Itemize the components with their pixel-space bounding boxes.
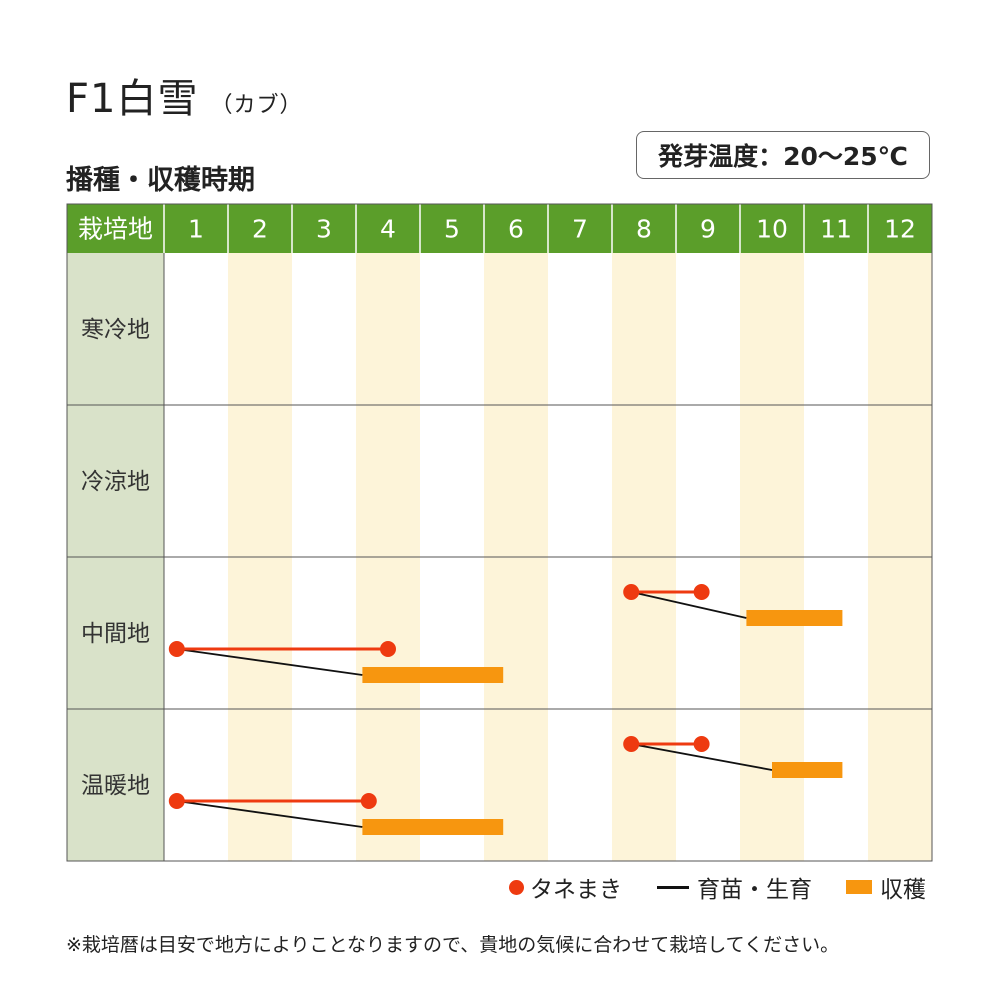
growing-line	[176, 800, 363, 828]
month-tick-label: 6	[508, 215, 524, 244]
legend-harvest-label: 収穫	[880, 877, 926, 903]
section-title: 播種・収穫時期	[66, 165, 255, 196]
footnote: ※栽培暦は目安で地方によりことなりますので、貴地の気候に合わせて栽培してください…	[66, 934, 840, 956]
header-label: 栽培地	[78, 215, 153, 244]
month-tick-label: 9	[700, 215, 716, 244]
harvest-bar	[362, 819, 504, 835]
month-tick-label: 4	[380, 215, 396, 244]
region-cell	[67, 557, 164, 709]
legend-growing-label: 育苗・生育	[697, 877, 812, 903]
chart-border	[66, 203, 933, 862]
title-sub: （カブ）	[210, 93, 303, 118]
month-tick-label: 8	[636, 215, 652, 244]
region-label: 寒冷地	[81, 317, 150, 343]
region-label: 温暖地	[81, 773, 150, 799]
region-cell	[67, 405, 164, 557]
harvest-bar-icon	[846, 880, 872, 894]
growing-line-icon	[657, 885, 689, 889]
region-cell	[67, 253, 164, 405]
sowing-start-dot	[168, 641, 185, 657]
growing-line	[631, 591, 747, 619]
sowing-end-dot	[693, 736, 710, 752]
growing-line	[176, 648, 363, 676]
month-tick-label: 11	[820, 215, 852, 244]
sowing-end-dot	[380, 641, 396, 657]
growing-line	[631, 743, 773, 771]
legend-sowing-label: タネまき	[530, 877, 622, 903]
legend: タネまき 育苗・生育 収穫	[0, 870, 1000, 904]
harvest-bar	[362, 667, 504, 683]
month-tick-label: 2	[252, 215, 268, 244]
legend-growing: 育苗・生育	[657, 870, 812, 904]
month-tick-label: 5	[444, 215, 460, 244]
month-tick-label: 1	[188, 215, 204, 244]
sowing-start-dot	[168, 793, 185, 809]
month-tick-label: 3	[316, 215, 332, 244]
germination-temp-badge: 発芽温度：20～25℃	[636, 131, 930, 179]
header-row	[67, 204, 932, 253]
region-label: 中間地	[81, 621, 150, 647]
title-main: F1白雪	[66, 76, 199, 122]
sowing-end-dot	[693, 584, 710, 600]
chart-title: F1白雪 （カブ）	[66, 66, 302, 124]
legend-harvest: 収穫	[846, 870, 926, 904]
region-cell	[67, 709, 164, 861]
sowing-start-dot	[623, 584, 640, 600]
sowing-end-dot	[360, 793, 377, 809]
sowing-dot-icon	[509, 879, 524, 895]
harvest-bar	[746, 610, 843, 626]
month-tick-label: 10	[756, 215, 788, 244]
sowing-start-dot	[623, 736, 640, 752]
month-tick-label: 12	[884, 215, 916, 244]
month-tick-label: 7	[572, 215, 588, 244]
region-label: 冷涼地	[81, 469, 150, 495]
harvest-bar	[772, 762, 843, 778]
legend-sowing: タネまき	[509, 870, 622, 904]
